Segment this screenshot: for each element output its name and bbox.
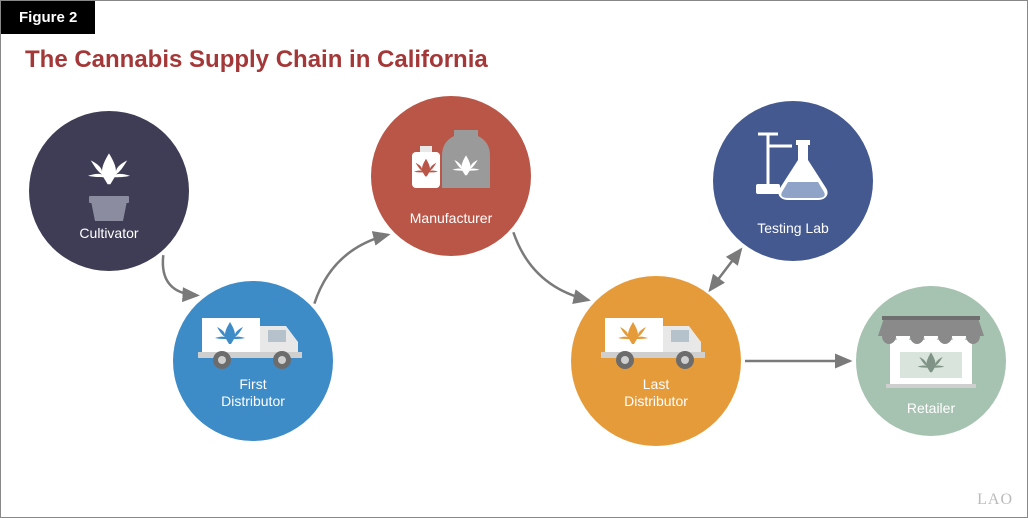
bottles-icon — [406, 126, 496, 206]
node-first_distributor: FirstDistributor — [173, 281, 333, 441]
truck-icon — [198, 312, 308, 372]
node-cultivator: Cultivator — [29, 111, 189, 271]
store-icon — [876, 306, 986, 396]
watermark-text: LAO — [977, 491, 1013, 509]
edge-cultivator-first_distributor — [163, 255, 198, 295]
figure-container: Figure 2 The Cannabis Supply Chain in Ca… — [0, 0, 1028, 518]
node-label: FirstDistributor — [221, 376, 285, 410]
node-label: Manufacturer — [410, 210, 492, 227]
edge-first_distributor-manufacturer — [314, 235, 388, 304]
node-manufacturer: Manufacturer — [371, 96, 531, 256]
node-label: Retailer — [907, 400, 955, 417]
node-label: Testing Lab — [757, 220, 829, 237]
diagram-area: Cultivator FirstDistributor Manufacturer — [1, 81, 1028, 501]
truck-icon — [601, 312, 711, 372]
edge-last_distributor-testing_lab — [710, 249, 741, 290]
node-label: LastDistributor — [624, 376, 688, 410]
node-retailer: Retailer — [856, 286, 1006, 436]
figure-title: The Cannabis Supply Chain in California — [25, 46, 1027, 74]
plant-icon — [74, 141, 144, 221]
node-last_distributor: LastDistributor — [571, 276, 741, 446]
edge-manufacturer-last_distributor — [513, 232, 588, 300]
lab-icon — [748, 126, 838, 216]
node-label: Cultivator — [79, 225, 138, 242]
figure-label: Figure 2 — [1, 1, 95, 34]
node-testing_lab: Testing Lab — [713, 101, 873, 261]
